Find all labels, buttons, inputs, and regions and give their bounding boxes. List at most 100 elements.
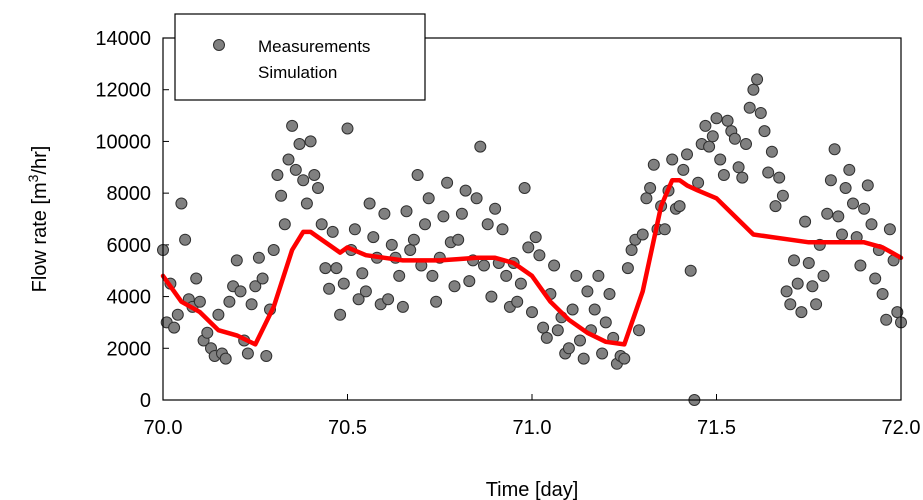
measurement-point bbox=[352, 293, 365, 306]
measurement-point bbox=[728, 132, 741, 145]
measurement-point bbox=[799, 215, 812, 228]
measurement-point bbox=[577, 352, 590, 365]
measurement-point bbox=[282, 153, 295, 166]
measurement-point bbox=[858, 202, 871, 215]
measurement-point bbox=[304, 135, 317, 148]
measurement-point bbox=[514, 277, 527, 290]
measurement-point bbox=[736, 171, 749, 184]
measurement-point bbox=[732, 161, 745, 174]
measurement-point bbox=[710, 112, 723, 125]
measurement-point bbox=[824, 174, 837, 187]
measurement-point bbox=[256, 272, 269, 285]
measurement-point bbox=[367, 231, 380, 244]
measurement-point bbox=[817, 269, 830, 282]
y-tick-label: 2000 bbox=[107, 338, 152, 360]
measurement-point bbox=[171, 308, 184, 321]
measurement-point bbox=[529, 231, 542, 244]
y-axis-ticks: 0 2000 4000 6000 8000 10000 12000 14000 bbox=[95, 28, 169, 412]
measurement-point bbox=[721, 114, 734, 127]
x-tick-label: 70.0 bbox=[144, 417, 183, 439]
measurement-point bbox=[865, 218, 878, 231]
measurement-point bbox=[522, 241, 535, 254]
measurement-point bbox=[330, 262, 343, 275]
measurement-point bbox=[481, 218, 494, 231]
measurement-point bbox=[212, 308, 225, 321]
measurement-point bbox=[743, 101, 756, 114]
measurement-point bbox=[474, 140, 487, 153]
legend-box bbox=[174, 13, 426, 101]
x-tick-label: 71.5 bbox=[697, 417, 736, 439]
measurement-point bbox=[426, 269, 439, 282]
measurement-point bbox=[681, 148, 693, 161]
measurement-point bbox=[795, 306, 808, 319]
measurement-point bbox=[489, 202, 502, 215]
y-axis-title: Flow rate [m3/hr] bbox=[25, 146, 51, 293]
measurement-point bbox=[275, 189, 288, 202]
measurement-point bbox=[699, 119, 712, 132]
measurement-point bbox=[223, 295, 236, 308]
measurement-point bbox=[621, 262, 634, 275]
measurement-point bbox=[315, 218, 328, 231]
measurement-point bbox=[633, 324, 645, 337]
x-tick-label: 70.5 bbox=[328, 417, 367, 439]
measurement-point bbox=[334, 308, 347, 321]
measurement-point bbox=[880, 313, 893, 326]
measurement-point bbox=[470, 192, 483, 205]
x-tick-label: 72.0 bbox=[882, 417, 921, 439]
measurement-point bbox=[234, 285, 247, 298]
measurement-point bbox=[832, 210, 845, 223]
measurement-point bbox=[574, 334, 586, 347]
measurement-point bbox=[190, 272, 203, 285]
measurement-point bbox=[300, 197, 313, 210]
measurement-point bbox=[441, 176, 454, 189]
measurement-point bbox=[791, 277, 804, 290]
y-axis-title-prefix: Flow rate [m bbox=[29, 182, 51, 292]
legend: Measurements Simulation bbox=[174, 13, 426, 101]
measurement-point bbox=[230, 254, 243, 267]
y-tick-label: 6000 bbox=[107, 235, 152, 257]
measurement-point bbox=[252, 251, 265, 264]
measurement-point bbox=[581, 285, 594, 298]
measurement-point bbox=[478, 259, 490, 272]
measurement-point bbox=[714, 153, 727, 166]
measurement-point bbox=[883, 223, 896, 236]
measurement-point bbox=[703, 140, 716, 153]
measurement-point bbox=[485, 290, 498, 303]
measurement-point bbox=[419, 218, 431, 231]
measurement-point bbox=[828, 143, 841, 156]
measurement-point bbox=[876, 288, 889, 300]
measurement-point bbox=[297, 174, 310, 187]
measurement-point bbox=[463, 275, 476, 288]
measurement-point bbox=[496, 223, 509, 236]
measurement-point bbox=[677, 163, 690, 176]
measurement-point bbox=[806, 280, 819, 293]
y-tick-label: 4000 bbox=[107, 287, 152, 309]
measurement-point bbox=[422, 192, 435, 205]
measurement-point bbox=[592, 269, 605, 282]
measurement-point bbox=[385, 238, 398, 251]
measurement-point bbox=[363, 197, 376, 210]
measurement-point bbox=[201, 326, 214, 339]
y-tick-label: 10000 bbox=[95, 131, 151, 153]
measurement-point bbox=[289, 163, 302, 176]
measurement-point bbox=[430, 295, 443, 308]
measurement-point bbox=[596, 347, 609, 360]
measurement-point bbox=[847, 197, 859, 210]
measurement-point bbox=[518, 182, 531, 194]
measurement-point bbox=[540, 331, 553, 344]
measurement-point bbox=[219, 352, 232, 365]
measurement-point bbox=[341, 122, 354, 135]
measurement-point bbox=[267, 244, 280, 256]
measurement-point bbox=[500, 269, 513, 282]
measurement-point bbox=[810, 298, 823, 311]
measurement-point bbox=[168, 321, 181, 334]
measurement-point bbox=[839, 182, 852, 194]
measurement-point bbox=[570, 269, 583, 282]
measurement-point bbox=[780, 285, 793, 298]
measurement-point bbox=[337, 277, 350, 290]
measurement-point bbox=[769, 200, 782, 213]
measurement-point bbox=[717, 169, 730, 181]
measurement-point bbox=[348, 223, 361, 236]
measurement-point bbox=[588, 303, 601, 316]
